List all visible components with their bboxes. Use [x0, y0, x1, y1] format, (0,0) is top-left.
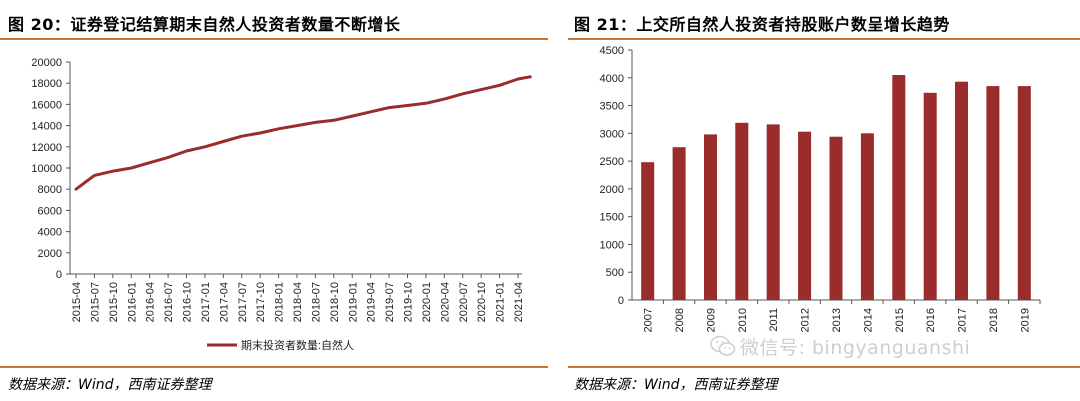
x-tick-label: 2010 — [737, 308, 749, 332]
x-tick-label: 2015-07 — [89, 282, 101, 322]
bar — [860, 133, 874, 300]
right-bottom-rule — [568, 366, 1080, 368]
y-tick-label: 4000 — [600, 73, 624, 85]
y-tick-label: 0 — [618, 295, 624, 307]
bar — [829, 136, 843, 300]
bar — [641, 162, 655, 300]
x-tick-label: 2015-04 — [71, 282, 83, 322]
y-tick-label: 8000 — [38, 184, 62, 196]
y-tick-label: 3500 — [600, 101, 624, 113]
left-chart-panel: 图 20：证券登记结算期末自然人投资者数量不断增长 0 2000 4000 6000 8… — [0, 15, 548, 393]
y-tick-label: 2500 — [600, 156, 624, 168]
bar — [704, 134, 717, 300]
x-tick-label: 2017-10 — [255, 282, 267, 322]
y-tick-label: 20000 — [31, 57, 62, 69]
y-tick-label: 4500 — [600, 45, 624, 57]
x-tick-label: 2021-04 — [513, 282, 525, 322]
y-tick-label: 16000 — [31, 99, 62, 111]
x-tick-label: 2019-10 — [403, 282, 415, 322]
bar — [798, 131, 812, 300]
x-tick-label: 2008 — [674, 308, 686, 332]
x-tick-label: 2017-04 — [218, 282, 230, 322]
x-tick-label: 2015-10 — [108, 282, 120, 322]
y-tick-label: 3000 — [600, 128, 624, 140]
x-tick-label: 2009 — [705, 308, 717, 332]
x-tick-label: 2019-01 — [347, 282, 359, 322]
right-chart-title: 图 21：上交所自然人投资者持股账户数呈增长趋势 — [574, 15, 950, 34]
bar — [735, 122, 749, 300]
wechat-icon — [710, 335, 736, 362]
x-tick-label: 2017-07 — [237, 282, 249, 322]
x-tick-label: 2020-04 — [439, 282, 451, 322]
y-tick-label: 2000 — [38, 248, 62, 260]
bar — [1017, 86, 1031, 300]
watermark-text: 微信号: bingyanguanshi — [740, 337, 971, 359]
x-tick-label: 2016-10 — [182, 282, 194, 322]
legend-label: 期末投资者数量:自然人 — [241, 338, 354, 352]
x-tick-label: 2012 — [800, 308, 812, 332]
left-top-rule — [0, 38, 548, 40]
x-tick-label: 2014 — [862, 308, 874, 332]
x-tick-label: 2018-10 — [329, 282, 341, 322]
x-tick-label: 2011 — [768, 308, 780, 332]
x-tick-label: 2017 — [957, 308, 969, 332]
bar-chart: 0 500 1000 1500 2000 2500 3000 3500 4000 4500 2007… — [600, 45, 1041, 332]
x-tick-label: 2016-01 — [126, 282, 138, 322]
bar — [955, 81, 968, 300]
series-line — [74, 75, 532, 191]
x-tick-label: 2016 — [925, 308, 937, 332]
bar — [672, 147, 686, 300]
x-tick-label: 2016-04 — [145, 282, 157, 322]
bar — [892, 75, 906, 300]
x-tick-label: 2019-07 — [384, 282, 396, 322]
x-tick-label: 2021-01 — [495, 282, 507, 322]
x-tick-label: 2007 — [643, 308, 655, 332]
y-tick-label: 4000 — [38, 227, 62, 239]
y-tick-label: 18000 — [31, 78, 62, 90]
x-tick-label: 2020-10 — [476, 282, 488, 322]
wechat-watermark: 微信号: bingyanguanshi — [710, 333, 970, 362]
right-chart-panel: 图 21：上交所自然人投资者持股账户数呈增长趋势 0 500 1000 1500 200… — [568, 0, 1080, 401]
x-tick-label: 2017-01 — [200, 282, 212, 322]
y-tick-label: 12000 — [31, 142, 62, 154]
bar — [986, 86, 1000, 300]
x-tick-label: 2013 — [831, 308, 843, 332]
x-tick-label: 2019 — [1019, 308, 1031, 332]
y-tick-label: 1000 — [600, 239, 624, 251]
right-source-note: 数据来源：Wind，西南证券整理 — [574, 377, 778, 393]
left-source-note: 数据来源：Wind，西南证券整理 — [8, 377, 212, 393]
x-tick-label: 2018-01 — [274, 282, 286, 322]
y-tick-label: 10000 — [31, 163, 62, 175]
line-chart: 0 2000 4000 6000 8000 10000 12000 14000 16000 180… — [31, 57, 532, 352]
y-tick-label: 1500 — [600, 212, 624, 224]
x-tick-label: 2020-07 — [458, 282, 470, 322]
y-tick-label: 14000 — [31, 121, 62, 133]
bar — [766, 124, 780, 301]
y-tick-label: 500 — [606, 267, 624, 279]
y-tick-label: 6000 — [38, 205, 62, 217]
x-tick-label: 2016-07 — [163, 282, 175, 322]
left-chart-title: 图 20：证券登记结算期末自然人投资者数量不断增长 — [8, 15, 401, 34]
left-bottom-rule — [0, 366, 548, 368]
y-tick-label: 0 — [56, 269, 62, 281]
x-tick-label: 2019-04 — [366, 282, 378, 322]
x-tick-label: 2015 — [894, 308, 906, 332]
y-tick-label: 2000 — [600, 184, 624, 196]
right-top-rule — [568, 38, 1080, 40]
x-tick-label: 2018-04 — [292, 282, 304, 322]
x-tick-label: 2018 — [988, 308, 1000, 332]
x-tick-label: 2018-07 — [310, 282, 322, 322]
bar — [923, 92, 937, 300]
x-tick-label: 2020-01 — [421, 282, 433, 322]
